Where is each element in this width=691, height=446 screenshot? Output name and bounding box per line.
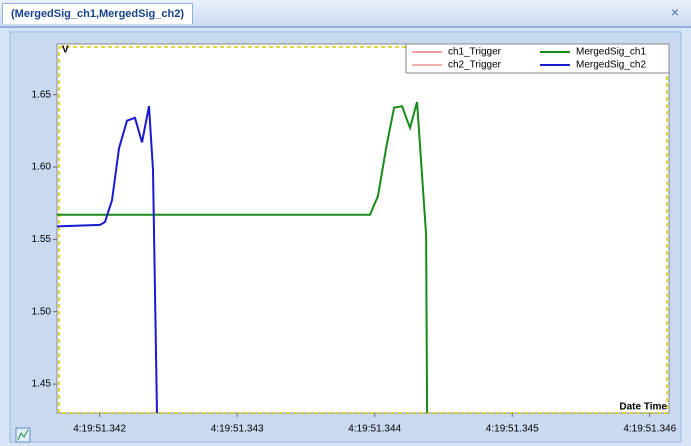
tab-title[interactable]: (MergedSig_ch1,MergedSig_ch2) [2,3,193,24]
x-tick-label: 4:19:51.346 [623,424,676,435]
x-tick-label: 4:19:51.345 [486,424,539,435]
close-button[interactable]: × [670,4,679,20]
x-tick-label: 4:19:51.343 [211,424,264,435]
series-line [57,101,429,413]
series-line [57,106,158,413]
y-tick-label: 1.65 [32,89,52,100]
y-tick-label: 1.45 [32,379,52,390]
y-tick-label: 1.50 [32,306,52,317]
legend-label: MergedSig_ch2 [576,60,646,71]
chart: V Date Time 1.45 1.50 1.55 1.60 1.65 4:19:51.34… [9,31,682,443]
y-tick-label: 1.60 [32,162,52,173]
x-tick-label: 4:19:51.344 [348,424,401,435]
x-tick-label: 4:19:51.342 [73,424,126,435]
legend [405,43,670,74]
plot-area [56,43,670,414]
legend-label: ch2_Trigger [448,60,502,71]
tab-bar: (MergedSig_ch1,MergedSig_ch2) × [0,0,691,28]
y-axis-label: V [62,45,69,56]
chart-icon-glyph [17,429,29,441]
y-tick-label: 1.55 [32,234,52,245]
legend-label: MergedSig_ch1 [576,47,646,58]
x-axis-label: Date Time [619,402,667,413]
legend-label: ch1_Trigger [448,47,502,58]
limit-box [58,46,668,414]
